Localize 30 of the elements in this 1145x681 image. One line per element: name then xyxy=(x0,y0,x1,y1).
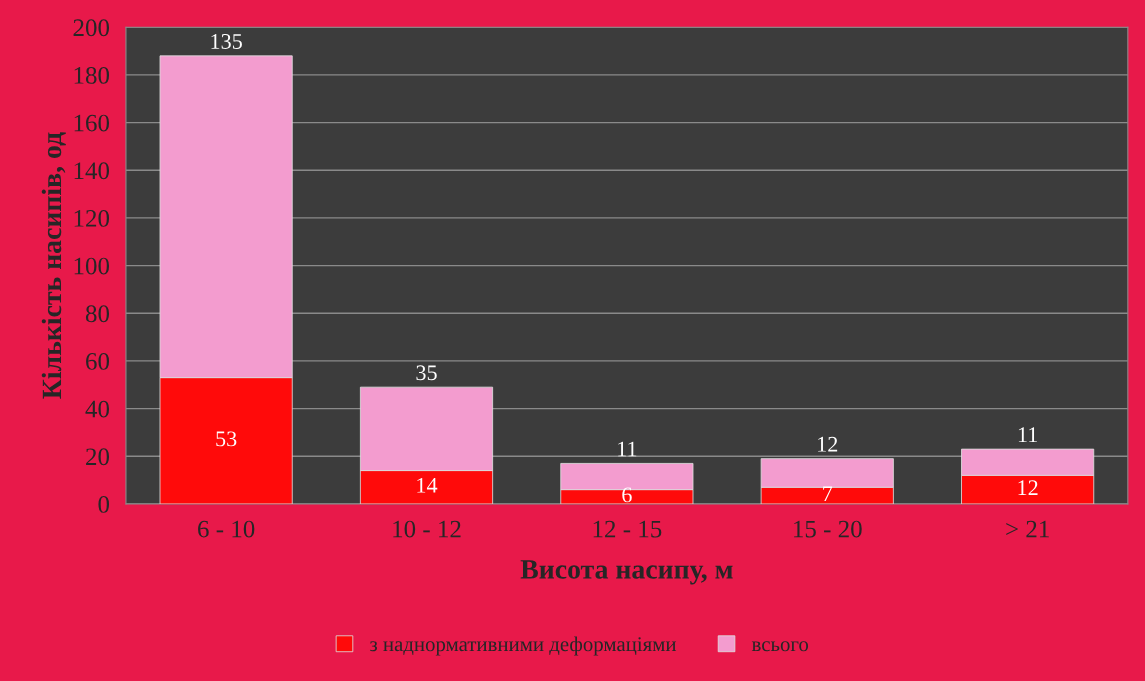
data-label: 11 xyxy=(1018,427,1037,442)
y-tick-label: 160 xyxy=(74,114,110,132)
data-label: 6 xyxy=(622,487,632,503)
x-tick-label: 10 - 12 xyxy=(393,520,461,538)
y-axis-title: Кількість насипів, од xyxy=(41,132,66,399)
x-tick-label: 12 - 15 xyxy=(593,520,662,538)
x-tick-label: 6 - 10 xyxy=(198,520,255,538)
data-label: 14 xyxy=(417,477,438,493)
data-label: 12 xyxy=(818,436,838,452)
y-tick-label: 180 xyxy=(74,66,110,84)
data-label: 7 xyxy=(823,486,833,501)
legend-label: з наднормативними деформаціями xyxy=(370,636,677,656)
x-axis-title: Висота насипу, м xyxy=(520,560,733,585)
data-label: 11 xyxy=(618,441,637,457)
y-tick-label: 80 xyxy=(85,305,110,323)
x-tick-label: > 21 xyxy=(1006,520,1049,538)
y-tick-label: 100 xyxy=(74,257,110,275)
data-label: 12 xyxy=(1018,480,1038,495)
data-label: 35 xyxy=(416,365,437,381)
y-tick-label: 60 xyxy=(86,352,110,370)
y-tick-label: 40 xyxy=(85,400,110,418)
data-label: 135 xyxy=(211,34,242,49)
y-tick-label: 0 xyxy=(98,495,110,513)
y-tick-label: 120 xyxy=(74,209,110,227)
y-tick-label: 20 xyxy=(86,448,110,466)
x-tick-label: 15 - 20 xyxy=(794,520,862,538)
legend-label: всього xyxy=(751,641,809,652)
y-tick-label: 140 xyxy=(74,162,110,180)
data-label: 53 xyxy=(216,431,237,447)
y-tick-label: 200 xyxy=(73,19,110,37)
